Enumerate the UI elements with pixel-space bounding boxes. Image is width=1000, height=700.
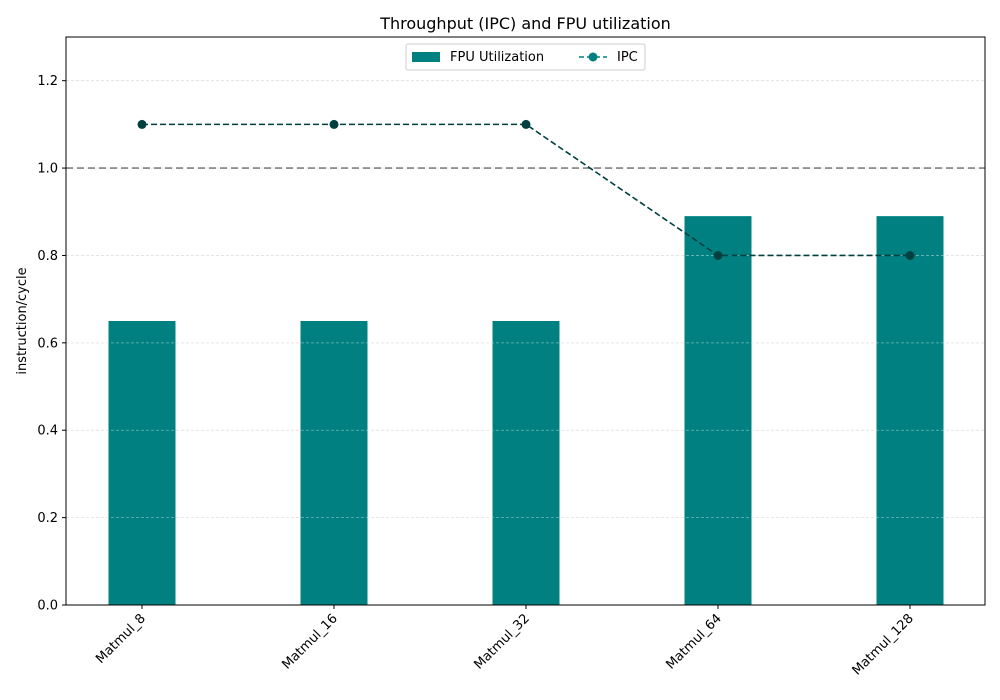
ipc-point-Matmul_128 [905, 250, 915, 260]
legend-frame [405, 43, 646, 71]
bar-Matmul_64 [684, 216, 752, 605]
legend: FPU Utilization IPC [405, 43, 646, 71]
y-tick-label-5: 1.0 [37, 162, 58, 177]
x-tick-label-Matmul_64: Matmul_64 [663, 611, 724, 672]
x-tick-label-Matmul_16: Matmul_16 [279, 611, 340, 672]
ipc-line [142, 123, 910, 257]
legend-label-fpu: FPU Utilization [450, 50, 544, 65]
y-tick-label-1: 0.2 [37, 511, 58, 526]
y-tick-label-2: 0.4 [37, 424, 58, 439]
ipc-point-Matmul_16 [329, 119, 339, 129]
bar-Matmul_8 [108, 321, 176, 605]
bar-Matmul_128 [876, 216, 944, 605]
y-tick-label-4: 0.8 [37, 249, 58, 264]
x-axis: Matmul_8 Matmul_16 Matmul_32 Matmul_64 Matmu… [93, 605, 917, 678]
y-axis: 0.0 0.2 0.4 0.6 0.8 1.0 1.2 [37, 74, 66, 614]
bar-Matmul_16 [300, 321, 368, 605]
ipc-series [137, 119, 915, 260]
y-tick-label-0: 0.0 [37, 599, 58, 614]
ipc-point-Matmul_8 [137, 119, 147, 129]
legend-swatch-fpu [412, 52, 440, 62]
legend-label-ipc: IPC [617, 50, 638, 65]
bar-Matmul_32 [492, 321, 560, 605]
ipc-point-Matmul_64 [713, 250, 723, 260]
y-axis-label: instruction/cycle [15, 267, 30, 374]
x-tick-label-Matmul_128: Matmul_128 [850, 611, 917, 678]
y-tick-label-6: 1.2 [37, 74, 58, 89]
chart-title: Throughput (IPC) and FPU utilization [379, 14, 671, 33]
x-tick-label-Matmul_8: Matmul_8 [93, 611, 149, 667]
x-tick-label-Matmul_32: Matmul_32 [471, 611, 532, 672]
bars [66, 80, 985, 605]
ipc-point-Matmul_32 [521, 119, 531, 129]
y-tick-label-3: 0.6 [37, 336, 58, 351]
legend-marker-ipc [588, 52, 598, 62]
